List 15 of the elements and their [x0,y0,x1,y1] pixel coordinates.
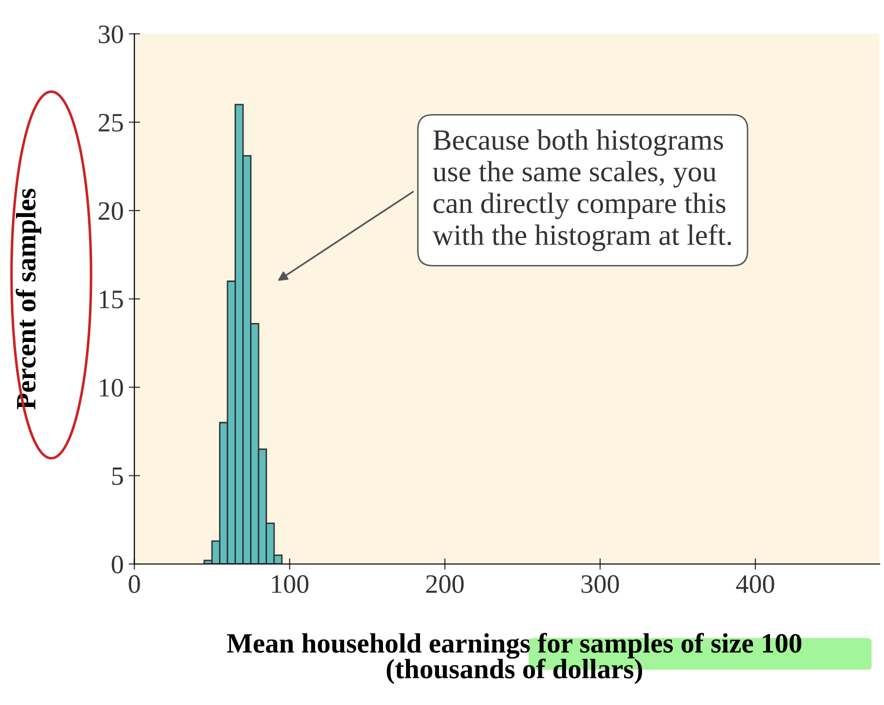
annotation: Because both histograms use the same scales, you can directly compare this with the histogram at left. [432,129,732,252]
y-tick-label: 30 [98,25,123,44]
x-tick-label: 0 [128,575,140,593]
x-tick-label: 200 [426,575,464,593]
x-tick-label: 300 [582,575,619,593]
x-tick-label: 100 [272,575,308,593]
y-tick-label: 0 [112,556,123,574]
y-tick-label: 25 [98,114,123,132]
y-tick-label: 5 [112,468,123,486]
y-tick-label: 20 [98,202,123,220]
x-axis-title: Mean household earnings for samples of size 100 (thousands of dollars) [226,632,802,684]
y-tick-label: 15 [100,290,123,308]
y-tick-label: 10 [100,378,123,397]
x-tick-label: 400 [736,575,774,593]
y-axis-title: Percent of samples [16,188,42,410]
